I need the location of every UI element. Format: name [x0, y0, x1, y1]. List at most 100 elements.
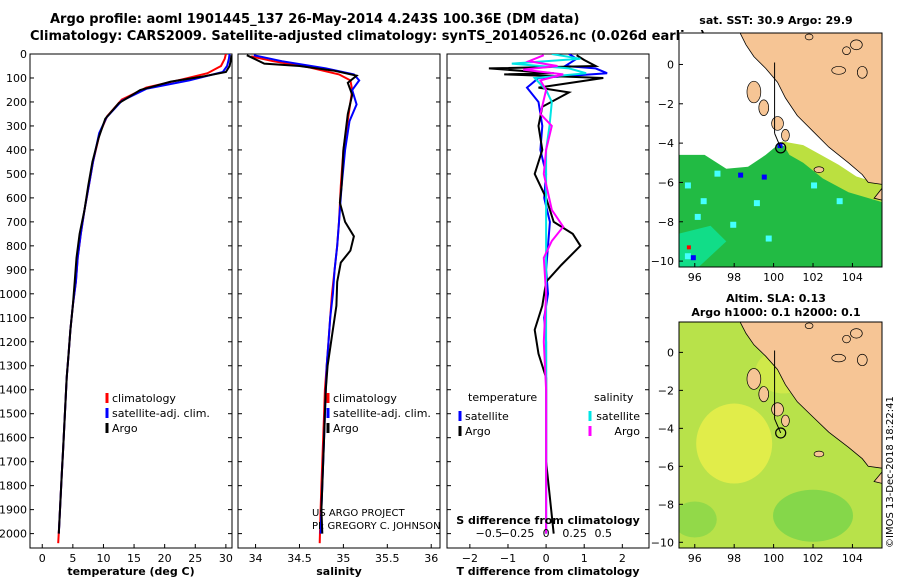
land-island — [850, 39, 863, 51]
land-java — [873, 187, 882, 201]
land-island — [857, 353, 868, 367]
x-tick-label: 36 — [424, 552, 438, 565]
land-island — [804, 322, 814, 329]
sst-pixel-cyan — [765, 235, 772, 242]
sst-pixel-cyan — [811, 182, 818, 189]
series-line-satellite-adj-clim- — [253, 54, 361, 534]
x-tick-label: 34.5 — [287, 552, 312, 565]
map-y-tick-label: −8 — [658, 216, 674, 229]
land-island — [831, 66, 846, 75]
map-x-tick-label: 104 — [842, 552, 863, 565]
depth-tick-label: 200 — [6, 96, 27, 109]
panel-frame — [237, 53, 441, 549]
land-island — [771, 116, 784, 131]
land-sumatra — [739, 33, 882, 185]
land-island — [831, 353, 846, 363]
land-island — [804, 33, 814, 41]
x-tick-label: 35.5 — [375, 552, 400, 565]
argo-location-marker — [775, 142, 787, 154]
depth-tick-label: 1800 — [0, 480, 27, 493]
depth-tick-label: 1700 — [0, 456, 27, 469]
sla-map: 96 98 100 102 104 0 −2 −4 −6 −8 −10 — [651, 321, 883, 565]
x-tick-label: 1 — [581, 552, 588, 565]
map-y-tick-label: −2 — [658, 384, 674, 397]
depth-tick-label: 2000 — [0, 528, 27, 541]
map-y-tick-label: 0 — [667, 58, 674, 71]
depth-tick-label: 1000 — [0, 288, 27, 301]
map-y-tick-label: 0 — [667, 346, 674, 359]
temperature-panel: 0 5 10 15 20 25 30 temperature (deg C) climatolo… — [29, 53, 233, 578]
map-x-tick-label: 100 — [763, 271, 784, 284]
x-tick-label: 15 — [127, 552, 141, 565]
map-x-tick-label: 104 — [842, 271, 863, 284]
panel-frame — [29, 53, 233, 549]
depth-tick-label: 1500 — [0, 408, 27, 421]
depth-tick-label: 100 — [6, 72, 27, 85]
legend-label: satellite-adj. clim. — [112, 407, 210, 420]
depth-tick-label: 500 — [6, 168, 27, 181]
sst-pixel-red — [686, 245, 691, 250]
sla-high-anomaly — [696, 403, 773, 484]
depth-tick-label: 600 — [6, 192, 27, 205]
legend-label: climatology — [333, 392, 397, 405]
series-line-satellite-adj-clim- — [57, 54, 231, 534]
sst-pixel-blue — [690, 255, 696, 261]
sst-pixel-blue — [738, 172, 744, 178]
top-tick-label: 0.5 — [595, 527, 613, 540]
sst-pixel-blue — [761, 174, 767, 180]
land-island — [842, 46, 851, 55]
x-tick-label: 2 — [619, 552, 626, 565]
sst-map-title: sat. SST: 30.9 Argo: 29.9 — [699, 14, 852, 27]
sla-low-anomaly — [773, 489, 854, 542]
sst-map: 96 98 100 102 104 0 −2 −4 −6 −8 −10 — [651, 32, 883, 284]
sst-pixel-cyan — [684, 253, 691, 260]
annotation-project: US ARGO PROJECT — [312, 508, 406, 519]
land-island — [758, 99, 770, 116]
series-line-s-argo — [523, 54, 565, 534]
map-y-tick-label: −4 — [658, 137, 674, 150]
x-axis-label: salinity — [316, 565, 362, 578]
legend-title-temperature: temperature — [468, 391, 537, 404]
map-y-tick-label: −10 — [651, 255, 674, 268]
sla-map-subtitle: Argo h1000: 0.1 h2000: 0.1 — [691, 306, 860, 319]
map-content — [679, 322, 882, 548]
top-tick-label: 0 — [543, 527, 550, 540]
float-track — [774, 418, 782, 434]
legend-label: Argo — [465, 425, 491, 438]
map-frame — [678, 32, 883, 268]
legend-title-salinity: salinity — [594, 391, 634, 404]
title-line-2: Climatology: CARS2009. Satellite-adjuste… — [30, 29, 706, 44]
sla-map-title: Altim. SLA: 0.13 — [726, 292, 826, 305]
x-tick-label: 5 — [69, 552, 76, 565]
x-tick-label: 35 — [336, 552, 350, 565]
annotation-pi: PI: GREGORY C. JOHNSON — [312, 521, 441, 532]
map-x-tick-label: 98 — [727, 271, 741, 284]
x-tick-label: 34 — [249, 552, 263, 565]
legend-label: satellite — [596, 410, 640, 423]
panel-frame — [446, 53, 650, 549]
depth-tick-label: 400 — [6, 144, 27, 157]
map-content — [679, 33, 882, 267]
depth-axis-labels: 0 100 200 300 400 500 600 700 800 900 1000 1100 1200… — [0, 48, 27, 541]
map-y-tick-label: −10 — [651, 536, 674, 549]
land-island — [857, 66, 868, 79]
sst-warm-band — [781, 141, 882, 203]
top-tick-label: −0.25 — [501, 527, 535, 540]
land-island — [842, 334, 851, 344]
argo-location-marker — [775, 427, 787, 439]
land-island — [771, 402, 784, 417]
land-island — [746, 80, 762, 104]
sst-pixel-cyan — [684, 182, 691, 189]
x-tick-label: 10 — [96, 552, 110, 565]
depth-tick-label: 300 — [6, 120, 27, 133]
float-track — [774, 133, 782, 149]
depth-tick-label: 700 — [6, 216, 27, 229]
legend-label: Argo — [614, 425, 640, 438]
map-x-tick-label: 96 — [688, 271, 702, 284]
top-tick-label: 0.25 — [562, 527, 587, 540]
x-tick-label: 25 — [188, 552, 202, 565]
sla-low-anomaly — [679, 501, 717, 538]
map-frame — [678, 321, 883, 549]
x-axis-label: temperature (deg C) — [67, 565, 194, 578]
